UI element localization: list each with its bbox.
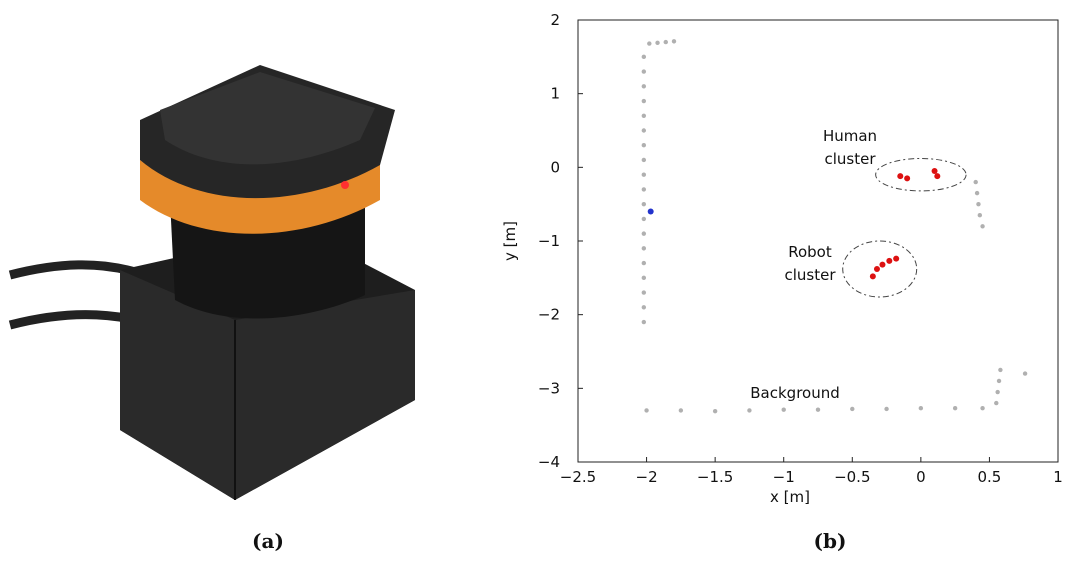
cluster-outline xyxy=(875,157,967,192)
x-tick-label: −2.5 xyxy=(560,468,596,486)
point xyxy=(641,305,647,310)
y-axis-label: y [m] xyxy=(501,221,519,261)
annotation: cluster xyxy=(824,150,876,168)
point xyxy=(886,257,893,264)
point xyxy=(980,224,985,229)
point xyxy=(931,168,938,175)
point xyxy=(815,407,821,412)
point xyxy=(904,175,911,182)
point xyxy=(995,389,1000,395)
point xyxy=(712,408,718,414)
y-tick-label: −1 xyxy=(538,232,560,250)
point xyxy=(641,69,647,74)
y-tick-label: 0 xyxy=(550,158,560,176)
point xyxy=(641,113,647,118)
point xyxy=(641,216,647,222)
point xyxy=(647,208,654,215)
point xyxy=(641,157,647,163)
point xyxy=(641,187,647,192)
point xyxy=(641,319,647,325)
x-tick-label: −1.5 xyxy=(697,468,733,486)
point xyxy=(980,406,985,411)
point xyxy=(879,261,886,268)
point xyxy=(869,273,876,280)
annotation: Background xyxy=(750,384,840,402)
point xyxy=(641,98,647,104)
y-tick-label: 2 xyxy=(550,11,560,29)
point xyxy=(998,367,1003,373)
point xyxy=(974,190,980,196)
point xyxy=(641,143,647,148)
sensor-photo xyxy=(8,65,415,500)
point xyxy=(647,41,652,46)
x-tick-label: −2 xyxy=(636,468,658,486)
point xyxy=(641,246,647,251)
point xyxy=(994,400,999,406)
point xyxy=(641,54,647,60)
point xyxy=(850,406,855,412)
point xyxy=(641,84,647,89)
y-tick-label: −3 xyxy=(538,379,560,397)
point xyxy=(893,255,900,262)
point xyxy=(655,40,660,46)
cluster-outline xyxy=(842,240,918,298)
y-tick-label: 1 xyxy=(550,85,560,103)
point xyxy=(976,201,981,207)
caption: (a) xyxy=(252,529,284,553)
point xyxy=(977,213,983,218)
annotation: cluster xyxy=(784,266,836,284)
point xyxy=(781,407,786,412)
point xyxy=(973,179,978,185)
point xyxy=(996,378,1002,384)
point xyxy=(641,128,647,133)
point xyxy=(663,39,668,45)
x-tick-label: −1 xyxy=(773,468,795,486)
annotation: Robot xyxy=(788,243,832,261)
point xyxy=(897,173,904,180)
point xyxy=(678,408,684,413)
x-tick-label: 1 xyxy=(1053,468,1063,486)
x-axis-label: x [m] xyxy=(770,488,810,506)
point xyxy=(747,408,752,413)
point xyxy=(918,406,924,411)
annotation: Human xyxy=(823,127,877,145)
point xyxy=(671,39,677,44)
point xyxy=(641,231,647,236)
point xyxy=(873,265,880,272)
point xyxy=(641,260,647,266)
point xyxy=(641,201,647,207)
point xyxy=(884,406,889,412)
point xyxy=(641,290,647,295)
point xyxy=(641,172,647,177)
x-tick-label: −0.5 xyxy=(834,468,870,486)
caption: (b) xyxy=(814,529,847,553)
point xyxy=(641,275,647,281)
x-tick-label: 0 xyxy=(916,468,926,486)
point xyxy=(644,408,649,413)
y-tick-label: −4 xyxy=(538,453,560,471)
point xyxy=(934,173,941,180)
point xyxy=(1022,371,1028,376)
point xyxy=(952,406,958,411)
y-tick-label: −2 xyxy=(538,306,560,324)
x-tick-label: 0.5 xyxy=(977,468,1001,486)
